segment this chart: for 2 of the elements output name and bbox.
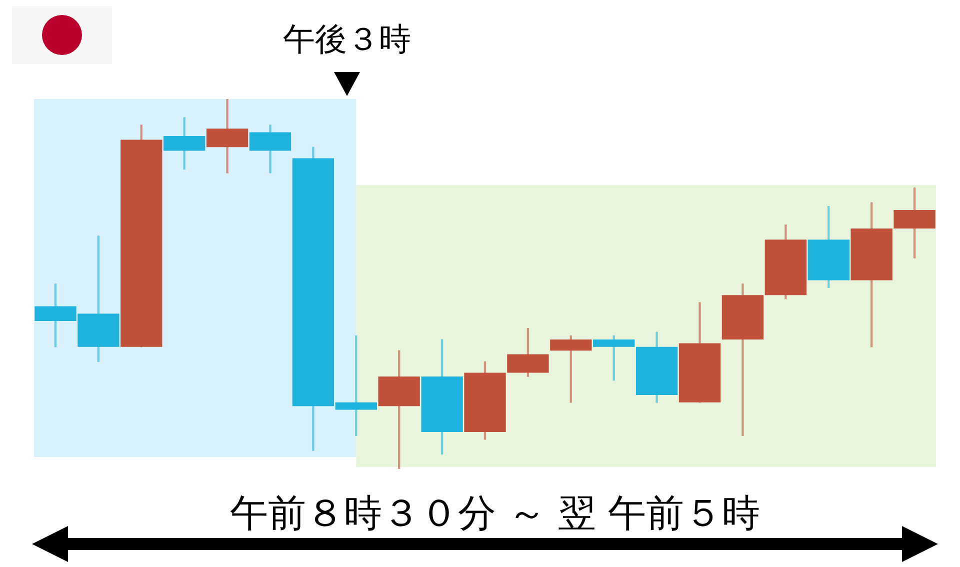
text: 午前８時３０分 ～ 翌 午前５時 <box>228 490 762 537</box>
text: 午後３時 <box>282 19 412 60</box>
